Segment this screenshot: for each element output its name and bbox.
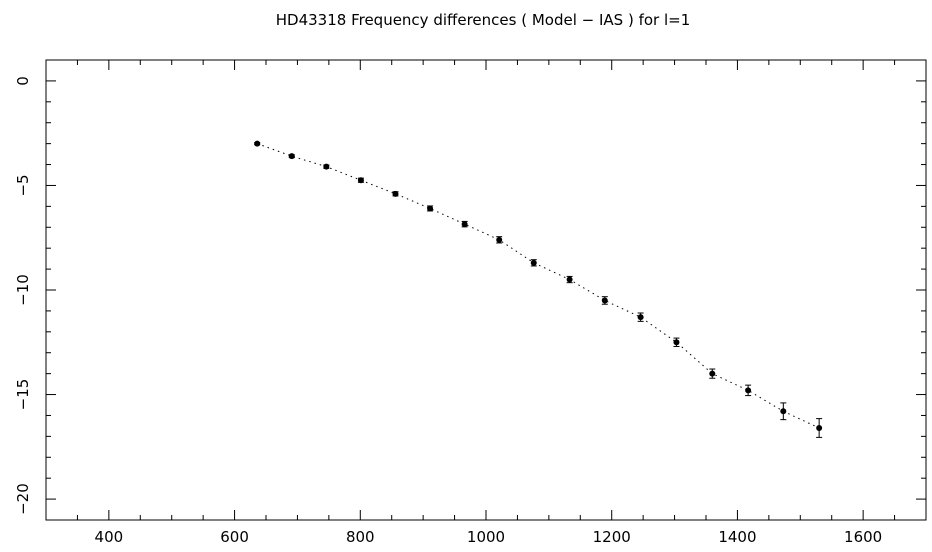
data-point	[392, 190, 399, 197]
x-tick-label: 400	[95, 528, 124, 546]
x-tick-label: 1400	[718, 528, 756, 546]
y-tick-label: −5	[14, 174, 32, 196]
x-tick-label: 1600	[844, 528, 882, 546]
data-series	[254, 140, 823, 438]
data-point	[530, 259, 537, 266]
x-tick-label: 1000	[467, 528, 505, 546]
data-point	[780, 408, 787, 415]
data-point	[709, 370, 716, 377]
y-tick-label: −20	[14, 483, 32, 515]
data-point	[566, 276, 573, 283]
data-point	[745, 387, 752, 394]
data-point	[816, 425, 823, 431]
y-tick-label: −10	[14, 274, 32, 306]
x-tick-label: 1200	[593, 528, 631, 546]
data-point	[637, 314, 644, 321]
data-point	[323, 163, 330, 170]
data-point	[254, 140, 261, 147]
data-point	[461, 221, 468, 228]
data-point	[357, 177, 364, 184]
series-connector	[257, 143, 820, 429]
x-tick-label: 800	[346, 528, 375, 546]
y-tick-label: −15	[14, 379, 32, 411]
x-axis: 400 600 800 1000 1200 1400 1600	[45, 60, 927, 546]
plot-frame	[45, 59, 927, 521]
data-point	[601, 297, 608, 304]
x-tick-label: 600	[220, 528, 249, 546]
y-axis: 0 −5 −10 −15 −20	[14, 76, 926, 521]
data-point	[496, 236, 503, 243]
data-point	[427, 205, 434, 212]
chart-title: HD43318 Frequency differences ( Model − …	[276, 11, 691, 29]
data-point	[673, 339, 680, 346]
data-point	[288, 153, 295, 160]
y-tick-label: 0	[14, 76, 32, 86]
